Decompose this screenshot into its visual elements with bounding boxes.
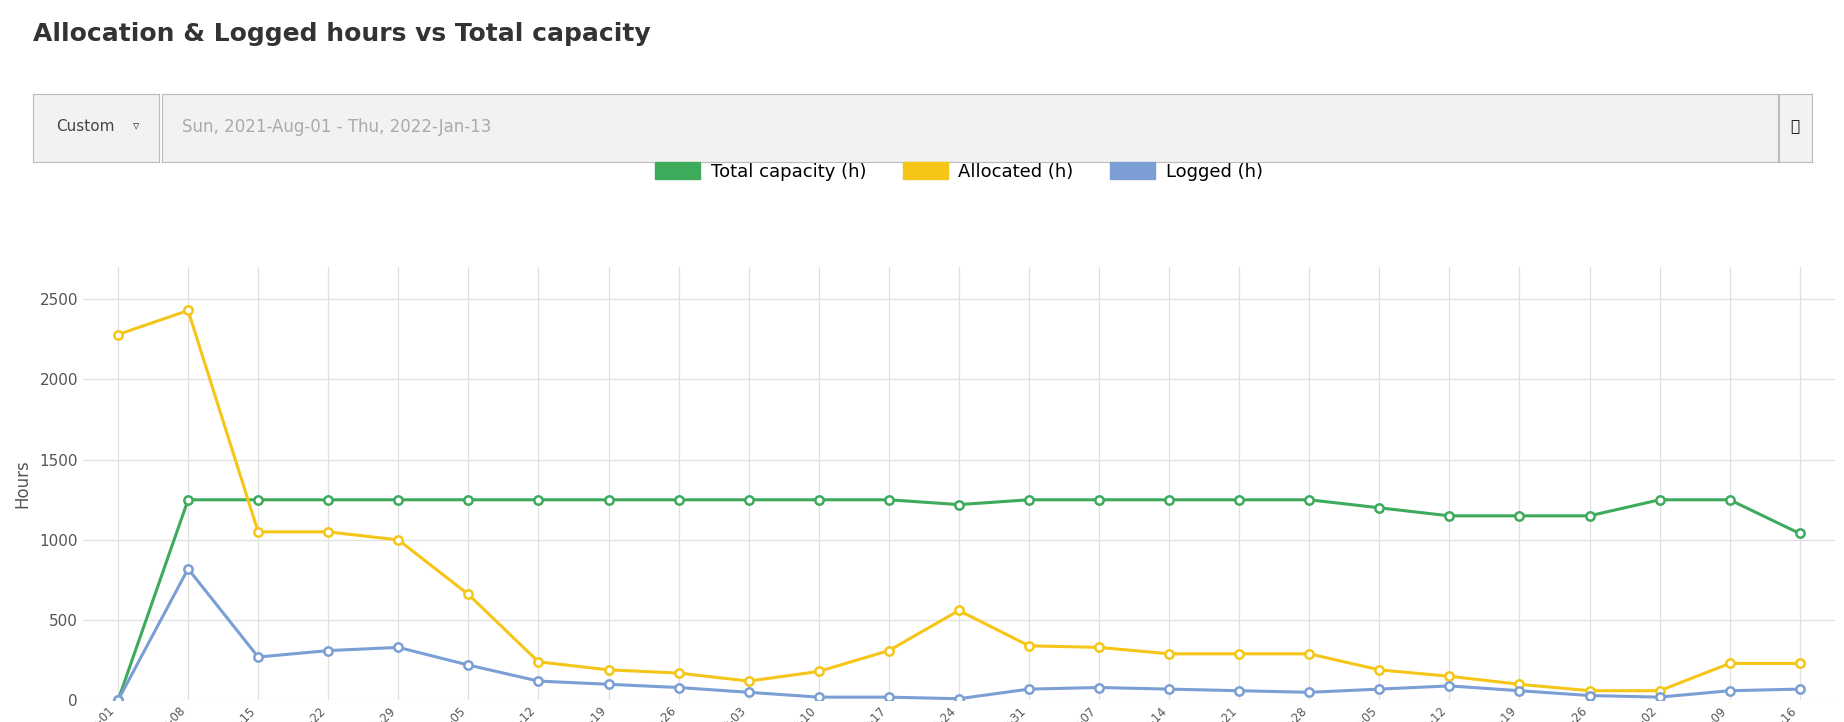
- Text: Allocation & Logged hours vs Total capacity: Allocation & Logged hours vs Total capac…: [33, 22, 651, 45]
- Y-axis label: Hours: Hours: [13, 459, 31, 508]
- Text: 📅: 📅: [1791, 119, 1800, 134]
- Text: Custom: Custom: [55, 119, 114, 134]
- Legend: Total capacity (h), Allocated (h), Logged (h): Total capacity (h), Allocated (h), Logge…: [647, 155, 1271, 188]
- Text: Sun, 2021-Aug-01 - Thu, 2022-Jan-13: Sun, 2021-Aug-01 - Thu, 2022-Jan-13: [183, 118, 491, 136]
- Text: ▿: ▿: [133, 121, 138, 134]
